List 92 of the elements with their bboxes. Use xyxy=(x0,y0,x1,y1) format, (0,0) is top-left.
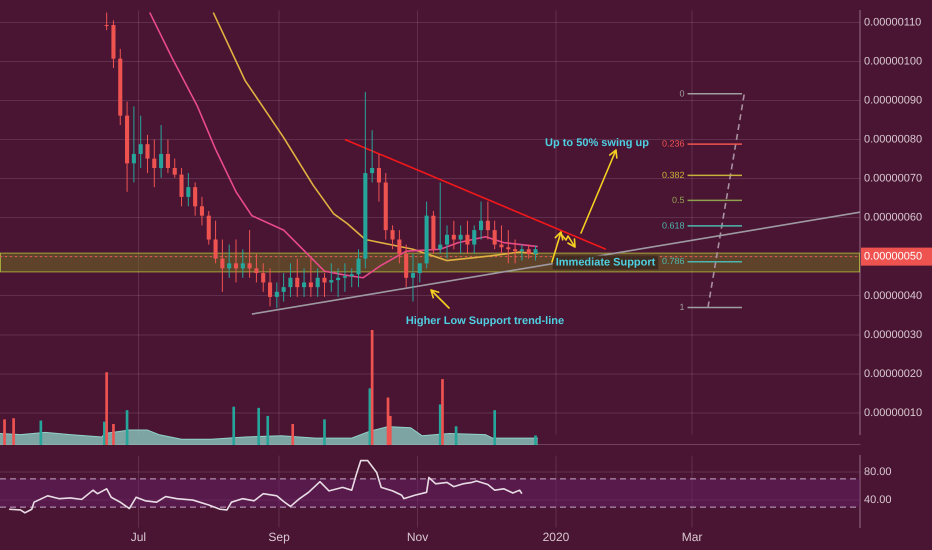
candlestick xyxy=(342,262,347,292)
x-tick-label: Mar xyxy=(682,530,702,544)
bar xyxy=(266,416,270,445)
candlestick xyxy=(438,182,442,254)
candlestick xyxy=(166,139,170,174)
series-label: 1 xyxy=(680,302,685,312)
candlestick xyxy=(316,268,320,298)
candlestick xyxy=(193,182,198,216)
candlestick xyxy=(452,220,456,250)
candlestick xyxy=(172,158,177,178)
candlestick xyxy=(533,244,538,262)
bar xyxy=(126,410,128,445)
candlestick xyxy=(179,168,184,207)
candlestick xyxy=(152,139,156,188)
candlestick xyxy=(479,201,484,240)
bar xyxy=(105,372,108,445)
candlestick xyxy=(227,244,232,278)
y-tick-label: 0.00000030 xyxy=(864,328,922,341)
candlestick xyxy=(288,262,292,298)
candlestick xyxy=(458,224,463,254)
candlestick xyxy=(499,224,504,254)
y-tick-label: 0.00000070 xyxy=(864,172,922,185)
candlestick xyxy=(240,248,245,278)
annotation: Higher Low Support trend-line xyxy=(406,315,564,328)
series-label: 0.786 xyxy=(662,256,685,266)
y-tick-label: 0.00000020 xyxy=(864,368,922,380)
series-label: 0.382 xyxy=(662,170,685,180)
band-label: Immediate Support xyxy=(556,256,656,269)
candlestick xyxy=(444,224,450,260)
series-label: 0 xyxy=(680,88,685,98)
candlestick xyxy=(308,258,313,298)
bar xyxy=(534,435,537,445)
candlestick xyxy=(302,268,306,298)
candlestick xyxy=(472,224,476,254)
candlestick xyxy=(295,258,300,298)
y-tick-label: 0.00000090 xyxy=(864,94,922,106)
x-tick-label: Jul xyxy=(130,530,146,544)
bar xyxy=(257,408,260,445)
bar xyxy=(103,422,106,445)
bar xyxy=(370,330,374,445)
y-tick-label: 0.00000080 xyxy=(864,134,922,146)
candlestick xyxy=(390,224,395,250)
annotation: Up to 50% swing up xyxy=(545,137,650,150)
bar xyxy=(112,424,115,445)
bar xyxy=(291,424,294,445)
candlestick xyxy=(356,248,361,288)
candlestick xyxy=(418,262,422,283)
y-tick-label: 0.00000060 xyxy=(864,212,922,224)
candlestick xyxy=(465,220,470,254)
candlestick xyxy=(370,130,374,183)
candlestick xyxy=(486,201,490,240)
y-tick-label: 0.00000100 xyxy=(864,55,922,68)
x-tick-label: Nov xyxy=(406,530,428,544)
bar xyxy=(12,418,15,445)
bar xyxy=(40,420,42,445)
candlestick xyxy=(492,220,497,250)
bar xyxy=(493,410,496,445)
candlestick xyxy=(261,262,266,292)
candlestick xyxy=(410,253,416,302)
bar xyxy=(386,398,390,445)
y-tick-label: 0.00000040 xyxy=(864,290,922,302)
x-tick-label: 2020 xyxy=(542,530,570,544)
y-tick-label: 40.00 xyxy=(864,494,892,506)
candlestick xyxy=(104,12,109,31)
candlestick xyxy=(145,134,150,174)
candlestick xyxy=(268,268,272,307)
candlestick xyxy=(404,244,408,288)
candlestick xyxy=(329,262,334,292)
y-tick-label: 0.00000110 xyxy=(864,16,922,28)
series-label: 0.236 xyxy=(662,138,685,149)
candlestick xyxy=(132,106,136,183)
candlestick xyxy=(282,272,286,302)
y-tick-label: 0.00000010 xyxy=(864,406,922,419)
candlestick xyxy=(274,282,279,309)
candlestick xyxy=(200,196,204,226)
candlestick xyxy=(322,272,327,298)
bar xyxy=(441,379,444,445)
x-tick-label: Sep xyxy=(268,530,290,544)
bar xyxy=(3,419,6,445)
bar xyxy=(454,426,458,445)
series-label: 0.5 xyxy=(672,194,685,205)
candlestick xyxy=(138,115,143,169)
bar xyxy=(323,419,326,445)
bar xyxy=(368,388,372,445)
series-label: 0.618 xyxy=(662,220,685,230)
candlestick xyxy=(376,153,381,202)
y-tick-label: 80.00 xyxy=(864,466,892,478)
ref-line-label: 0.00000050 xyxy=(864,250,922,263)
candlestick xyxy=(186,172,190,207)
bar xyxy=(232,406,236,445)
candlestick xyxy=(206,210,211,246)
candlestick xyxy=(159,124,164,178)
